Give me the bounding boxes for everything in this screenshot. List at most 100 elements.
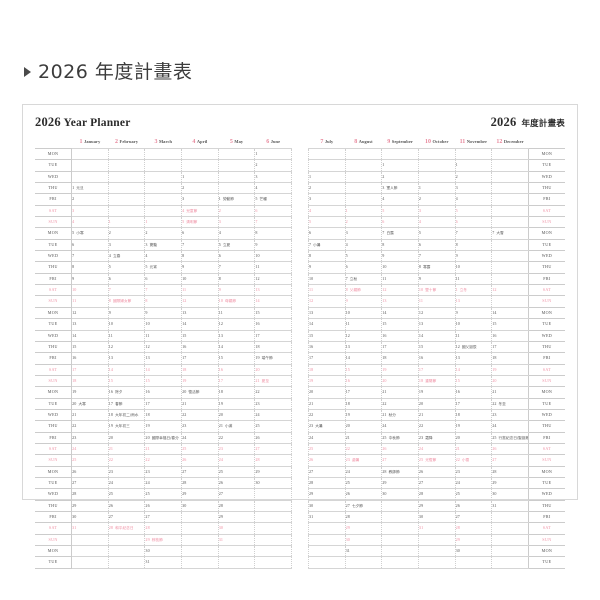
- day-cell[interactable]: 23: [181, 420, 219, 433]
- day-cell[interactable]: 1 立冬: [455, 284, 493, 297]
- day-cell[interactable]: 26: [491, 442, 529, 456]
- day-cell[interactable]: 15: [418, 340, 456, 354]
- day-cell[interactable]: [455, 147, 493, 161]
- day-cell[interactable]: 24: [71, 442, 109, 456]
- day-cell[interactable]: 6: [254, 204, 292, 218]
- day-cell[interactable]: 14: [218, 340, 256, 354]
- day-cell[interactable]: 20: [254, 363, 292, 376]
- day-cell[interactable]: 28: [71, 488, 109, 501]
- day-cell[interactable]: 13: [254, 284, 292, 297]
- day-cell[interactable]: 8: [71, 261, 109, 274]
- day-cell[interactable]: 10: [455, 318, 493, 331]
- day-cell[interactable]: 2: [218, 204, 256, 218]
- day-cell[interactable]: 13: [418, 318, 456, 331]
- day-cell[interactable]: 11: [381, 272, 419, 286]
- day-cell[interactable]: 5: [345, 250, 383, 263]
- day-cell[interactable]: [345, 170, 383, 184]
- day-cell[interactable]: 25: [455, 488, 493, 501]
- day-cell[interactable]: 27: [218, 488, 256, 501]
- day-cell[interactable]: 6: [418, 238, 456, 252]
- day-cell[interactable]: 25: [218, 465, 256, 478]
- month-header-11[interactable]: 11 November: [455, 137, 492, 149]
- day-cell[interactable]: 13: [108, 352, 146, 365]
- day-cell[interactable]: [491, 159, 529, 172]
- day-cell[interactable]: 4: [455, 193, 493, 206]
- day-cell[interactable]: 26: [218, 476, 256, 490]
- day-cell[interactable]: 27: [108, 510, 146, 524]
- day-cell[interactable]: [71, 533, 109, 547]
- day-cell[interactable]: 7: [418, 250, 456, 263]
- day-cell[interactable]: 2: [455, 170, 493, 184]
- day-cell[interactable]: 26: [455, 499, 493, 513]
- day-cell[interactable]: [381, 510, 419, 524]
- day-cell[interactable]: 15: [455, 374, 493, 388]
- day-cell[interactable]: 23: [144, 465, 183, 478]
- day-cell[interactable]: 3 軍人節: [381, 182, 419, 195]
- day-cell[interactable]: 11: [455, 272, 493, 286]
- day-cell[interactable]: 8: [308, 250, 346, 263]
- day-cell[interactable]: 3: [71, 204, 109, 218]
- day-cell[interactable]: 22: [144, 454, 183, 467]
- day-cell[interactable]: 4: [308, 204, 346, 218]
- day-cell[interactable]: 5 清明節: [181, 216, 219, 229]
- day-cell[interactable]: [218, 170, 256, 184]
- day-cell[interactable]: 29: [71, 499, 109, 513]
- day-cell[interactable]: 2: [418, 193, 456, 206]
- month-header-2[interactable]: 2 February: [108, 137, 145, 149]
- day-cell[interactable]: 13: [71, 318, 109, 331]
- day-cell[interactable]: 31: [418, 522, 456, 535]
- day-cell[interactable]: 26: [345, 488, 383, 501]
- day-cell[interactable]: 11: [254, 261, 292, 274]
- day-cell[interactable]: 24: [381, 420, 419, 433]
- day-cell[interactable]: 14: [345, 352, 383, 365]
- month-header-6[interactable]: 6 June: [255, 137, 292, 149]
- month-header-3[interactable]: 3 March: [145, 137, 182, 149]
- day-cell[interactable]: 21: [418, 408, 456, 422]
- day-cell[interactable]: 6: [345, 261, 383, 274]
- day-cell[interactable]: 31: [218, 533, 256, 547]
- day-cell[interactable]: 15: [218, 352, 256, 365]
- day-cell[interactable]: 5 元宵: [144, 261, 183, 274]
- day-cell[interactable]: [491, 250, 529, 263]
- day-cell[interactable]: 29: [491, 476, 529, 490]
- day-cell[interactable]: 30: [181, 499, 219, 513]
- day-cell[interactable]: [181, 545, 219, 558]
- day-cell[interactable]: 10: [71, 284, 109, 297]
- day-cell[interactable]: [254, 522, 292, 535]
- day-cell[interactable]: [491, 556, 529, 569]
- day-cell[interactable]: 14: [254, 295, 292, 308]
- day-cell[interactable]: 28: [418, 488, 456, 501]
- day-cell[interactable]: 6: [71, 238, 109, 252]
- day-cell[interactable]: 26: [181, 454, 219, 467]
- day-cell[interactable]: [345, 159, 383, 172]
- day-cell[interactable]: [491, 272, 529, 286]
- month-header-10[interactable]: 10 October: [418, 137, 455, 149]
- day-cell[interactable]: 14: [144, 363, 183, 376]
- day-cell[interactable]: 29: [455, 533, 493, 547]
- day-cell[interactable]: 20: [308, 386, 346, 399]
- day-cell[interactable]: 22: [218, 431, 256, 444]
- day-cell[interactable]: [181, 147, 219, 161]
- day-cell[interactable]: 1: [381, 159, 419, 172]
- day-cell[interactable]: [381, 522, 419, 535]
- day-cell[interactable]: 6: [181, 227, 219, 240]
- day-cell[interactable]: [71, 159, 109, 172]
- day-cell[interactable]: 20: [345, 420, 383, 433]
- day-cell[interactable]: 3: [308, 193, 346, 206]
- day-cell[interactable]: 12 國父誕辰: [455, 340, 493, 354]
- day-cell[interactable]: 16: [254, 318, 292, 331]
- day-cell[interactable]: 23: [455, 465, 493, 478]
- day-cell[interactable]: 30: [308, 499, 346, 513]
- day-cell[interactable]: 24: [181, 431, 219, 444]
- day-cell[interactable]: 15: [254, 306, 292, 320]
- day-cell[interactable]: 10: [308, 272, 346, 286]
- day-cell[interactable]: 6: [381, 216, 419, 229]
- day-cell[interactable]: [108, 533, 146, 547]
- day-cell[interactable]: 2: [108, 227, 146, 240]
- day-cell[interactable]: [108, 159, 146, 172]
- day-cell[interactable]: 25: [108, 488, 146, 501]
- day-cell[interactable]: 18: [455, 408, 493, 422]
- day-cell[interactable]: 25: [181, 442, 219, 456]
- day-cell[interactable]: [108, 170, 146, 184]
- day-cell[interactable]: 22: [71, 420, 109, 433]
